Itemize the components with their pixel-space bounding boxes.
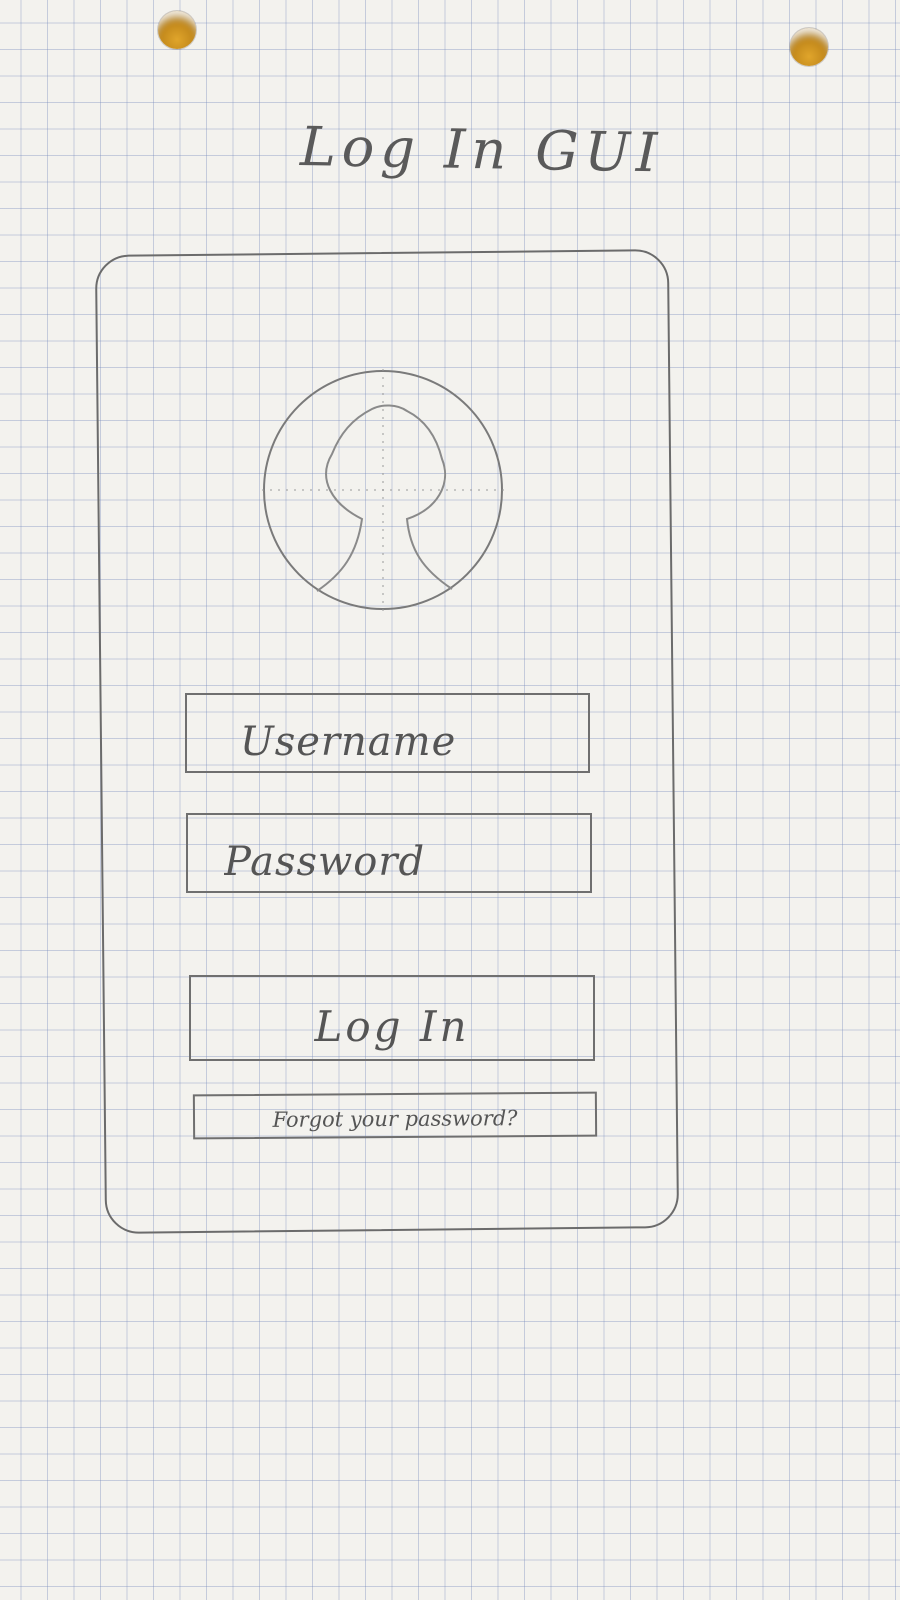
punch-hole — [158, 11, 196, 49]
sketch-title: Log In GUI — [299, 115, 664, 185]
avatar — [262, 369, 504, 611]
username-field[interactable] — [185, 693, 590, 773]
forgot-password-link[interactable]: Forgot your password? — [192, 1091, 598, 1140]
punch-hole — [790, 28, 828, 66]
user-silhouette-icon — [262, 369, 504, 611]
password-field[interactable] — [186, 813, 592, 893]
login-button[interactable]: Log In — [189, 975, 595, 1061]
